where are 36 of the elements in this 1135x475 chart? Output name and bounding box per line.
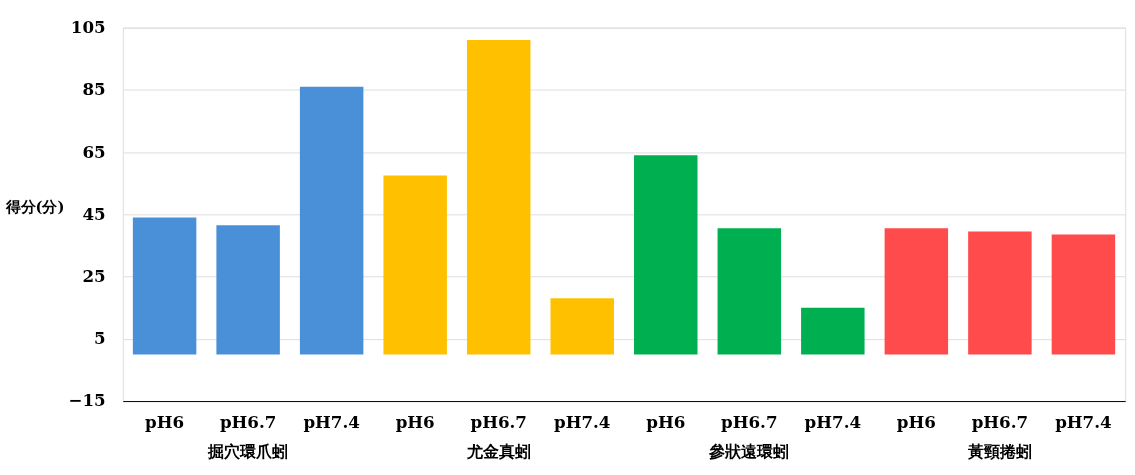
x-tick-label: pH7.4 xyxy=(804,412,862,433)
y-tick-label: −15 xyxy=(68,390,106,411)
x-tick-label: pH7.4 xyxy=(554,412,611,433)
y-tick-label: 65 xyxy=(82,141,106,162)
bar xyxy=(216,225,280,355)
bar xyxy=(299,86,364,355)
y-tick-label: 25 xyxy=(82,266,106,286)
x-tick-label: pH6.7 xyxy=(219,412,277,433)
bar xyxy=(801,307,865,355)
bar xyxy=(717,228,782,355)
x-tick-label: pH6 xyxy=(646,412,686,433)
bar xyxy=(466,40,531,355)
x-tick-label: pH6.7 xyxy=(470,412,527,433)
y-tick-label: 85 xyxy=(82,79,106,100)
y-tick-label: 45 xyxy=(82,203,106,224)
y-tick-label: 105 xyxy=(70,17,106,38)
bar xyxy=(550,298,614,355)
bar xyxy=(884,228,949,355)
bar xyxy=(132,217,197,355)
y-axis-title: 得分(分) xyxy=(4,197,65,215)
text: 黃頸捲蚓 xyxy=(966,442,1032,462)
bar xyxy=(1051,234,1116,355)
x-tick-label: pH6.7 xyxy=(971,412,1029,433)
x-tick-label: pH6 xyxy=(395,412,435,433)
text: 參狀遠環蚓 xyxy=(708,442,790,462)
x-tick-label: pH7.4 xyxy=(303,412,360,433)
text: 掘穴環爪蚓 xyxy=(207,442,289,462)
bar xyxy=(383,175,447,355)
y-tick-label: 5 xyxy=(94,328,106,349)
x-tick-label: pH6 xyxy=(145,412,185,433)
bar xyxy=(968,231,1032,355)
bar xyxy=(634,155,698,355)
text: 尤金真蚓 xyxy=(465,442,531,462)
x-tick-label: pH6 xyxy=(896,412,936,433)
x-tick-label: pH6.7 xyxy=(721,412,778,433)
x-tick-label: pH7.4 xyxy=(1055,412,1112,433)
